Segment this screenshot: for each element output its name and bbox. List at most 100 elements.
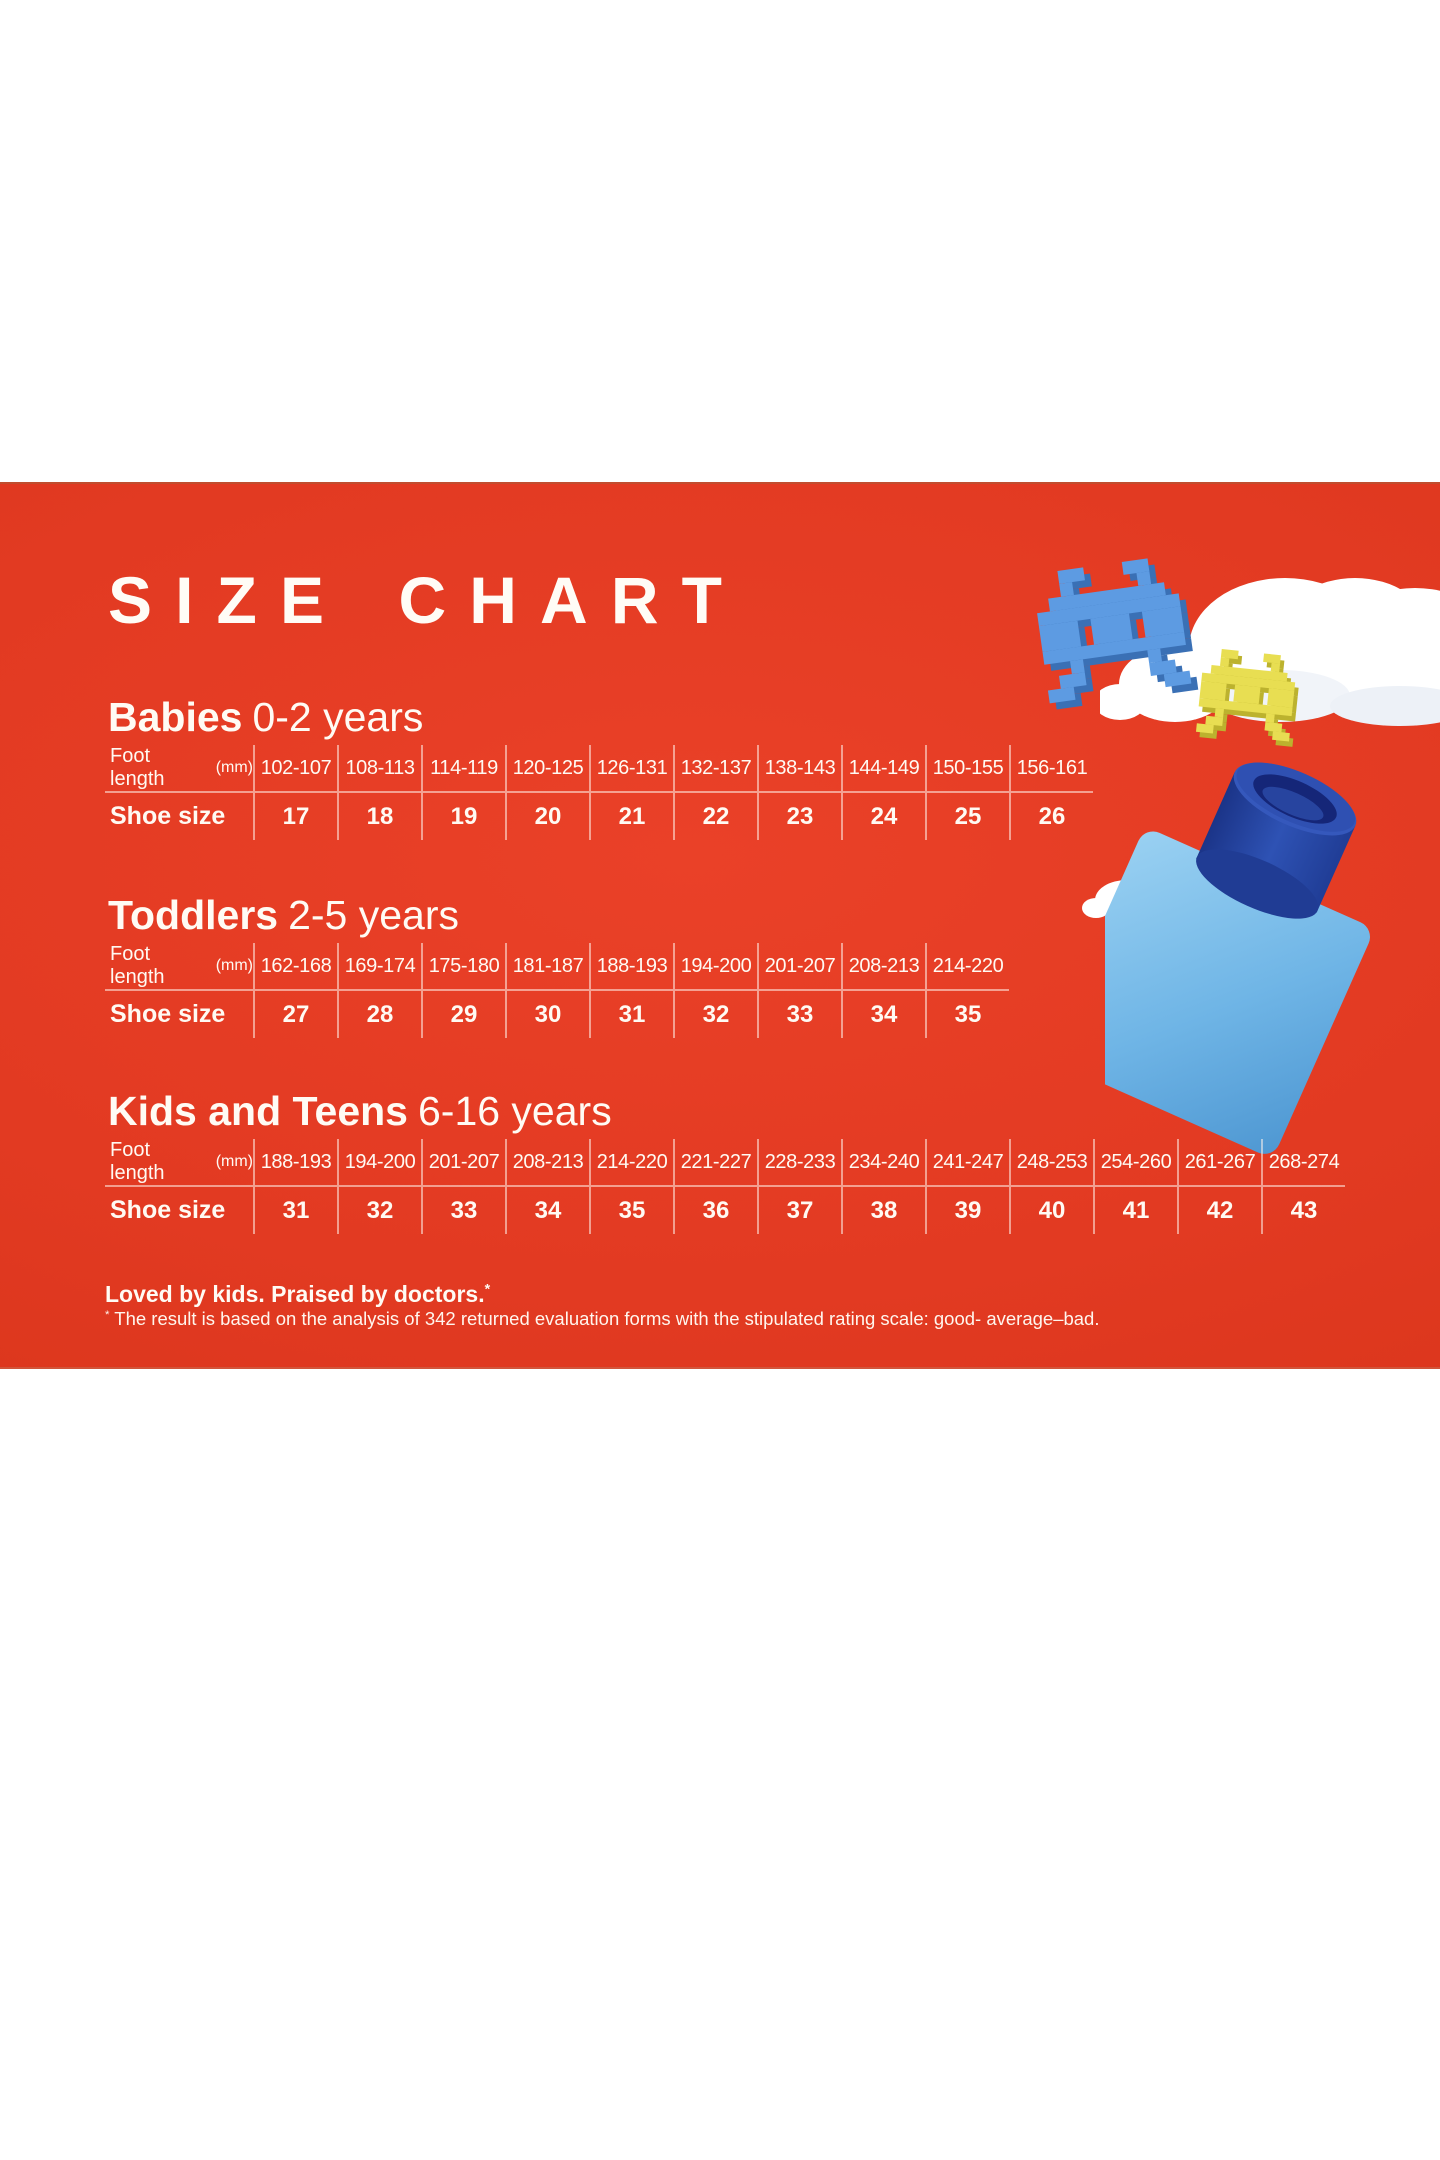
shoe-size-label: Shoe size	[110, 1196, 226, 1224]
shoe-size-cell: 34	[505, 1187, 589, 1234]
shoe-size-cell: 18	[337, 793, 421, 840]
section-heading: Kids and Teens 6-16 years	[108, 1088, 612, 1134]
foot-length-label: Foot length (mm)	[105, 745, 253, 793]
section-heading: Babies 0-2 years	[108, 694, 424, 740]
foot-length-cell: 234-240	[841, 1139, 925, 1187]
foot-length-cell: 102-107	[253, 745, 337, 793]
shoe-size-cell: 25	[925, 793, 1009, 840]
shoe-size-cell: 43	[1261, 1187, 1345, 1234]
size-table: Foot length (mm) 102-107 108-113 114-119 120-…	[105, 745, 1093, 840]
footnote-asterisk: *	[484, 1281, 491, 1298]
foot-length-label: Foot length (mm)	[105, 943, 253, 991]
shoe-size-cell: 39	[925, 1187, 1009, 1234]
foot-length-cell: 132-137	[673, 745, 757, 793]
foot-length-unit: (mm)	[215, 957, 253, 974]
foot-length-cell: 248-253	[1009, 1139, 1093, 1187]
section-heading-bold: Babies	[108, 694, 243, 740]
footer-note-text: The result is based on the analysis of 3…	[114, 1308, 1100, 1329]
foot-length-cell: 201-207	[757, 943, 841, 991]
duplo-brick-icon	[1105, 762, 1371, 1154]
foot-length-cell: 175-180	[421, 943, 505, 991]
shoe-size-cell: 37	[757, 1187, 841, 1234]
footer-note: * The result is based on the analysis of…	[105, 1308, 1100, 1330]
shoe-size-cell: 32	[673, 991, 757, 1038]
foot-length-cell: 114-119	[421, 745, 505, 793]
section-heading-bold: Toddlers	[108, 892, 279, 938]
shoe-size-cell: 32	[337, 1187, 421, 1234]
foot-length-cell: 201-207	[421, 1139, 505, 1187]
shoe-size-cell: 36	[673, 1187, 757, 1234]
section-heading-age-range: 0-2 years	[252, 694, 424, 740]
shoe-size-cell: 33	[757, 991, 841, 1038]
footer-claim-text: Loved by kids. Praised by doctors.	[105, 1281, 485, 1307]
foot-length-cell: 208-213	[841, 943, 925, 991]
shoe-size-cell: 19	[421, 793, 505, 840]
shoe-size-cell: 38	[841, 1187, 925, 1234]
shoe-size-cell: 22	[673, 793, 757, 840]
foot-length-cell: 156-161	[1009, 745, 1093, 793]
section-heading-age-range: 6-16 years	[417, 1088, 612, 1134]
foot-length-row: Foot length (mm) 102-107 108-113 114-119 120-…	[105, 745, 1093, 793]
red-banner: SIZE CHART Babies 0-2 years Foot length (mm…	[0, 482, 1440, 1369]
shoe-size-row: Shoe size 27 28 29 30 31 32 33 34 35	[105, 991, 1009, 1038]
shoe-size-label: Shoe size	[110, 802, 226, 830]
shoe-size-cell: 31	[253, 1187, 337, 1234]
foot-length-label-text: Foot length	[110, 1139, 165, 1184]
shoe-size-cell: 27	[253, 991, 337, 1038]
foot-length-cell: 194-200	[673, 943, 757, 991]
foot-length-cell: 181-187	[505, 943, 589, 991]
shoe-size-cell: 31	[589, 991, 673, 1038]
shoe-size-cell: 21	[589, 793, 673, 840]
page-title: SIZE CHART	[108, 563, 745, 637]
size-table: Foot length (mm) 188-193 194-200 201-207 208-…	[105, 1139, 1345, 1234]
foot-length-unit: (mm)	[215, 1153, 253, 1170]
section-heading: Toddlers 2-5 years	[108, 892, 460, 938]
shoe-size-cell: 24	[841, 793, 925, 840]
foot-length-label: Foot length (mm)	[105, 1139, 253, 1187]
foot-length-cell: 188-193	[253, 1139, 337, 1187]
foot-length-cell: 126-131	[589, 745, 673, 793]
shoe-size-cell: 28	[337, 991, 421, 1038]
cloud-icon	[1100, 578, 1440, 726]
foot-length-cell: 254-260	[1093, 1139, 1177, 1187]
foot-length-label-text: Foot length	[110, 943, 165, 988]
foot-length-row: Foot length (mm) 188-193 194-200 201-207 208-…	[105, 1139, 1345, 1187]
shoe-size-cell: 30	[505, 991, 589, 1038]
shoe-size-cell: 34	[841, 991, 925, 1038]
shoe-size-cell: 42	[1177, 1187, 1261, 1234]
shoe-size-cell: 35	[925, 991, 1009, 1038]
foot-length-unit: (mm)	[215, 759, 253, 776]
foot-length-cell: 194-200	[337, 1139, 421, 1187]
foot-length-cell: 169-174	[337, 943, 421, 991]
foot-length-cell: 120-125	[505, 745, 589, 793]
shoe-size-label: Shoe size	[110, 1000, 226, 1028]
shoe-size-cell: 17	[253, 793, 337, 840]
foot-length-row: Foot length (mm) 162-168 169-174 175-180 181-…	[105, 943, 1009, 991]
shoe-size-cell: 20	[505, 793, 589, 840]
foot-length-cell: 108-113	[337, 745, 421, 793]
foot-length-cell: 208-213	[505, 1139, 589, 1187]
shoe-size-cell: 35	[589, 1187, 673, 1234]
foot-length-cell: 241-247	[925, 1139, 1009, 1187]
foot-length-label-text: Foot length	[110, 745, 165, 790]
shoe-size-cell: 23	[757, 793, 841, 840]
shoe-size-cell: 40	[1009, 1187, 1093, 1234]
section-heading-bold: Kids and Teens	[108, 1088, 408, 1134]
shoe-size-cell: 41	[1093, 1187, 1177, 1234]
foot-length-cell: 221-227	[673, 1139, 757, 1187]
foot-length-cell: 261-267	[1177, 1139, 1261, 1187]
foot-length-cell: 162-168	[253, 943, 337, 991]
footer-claim: Loved by kids. Praised by doctors.*	[105, 1281, 490, 1308]
foot-length-cell: 138-143	[757, 745, 841, 793]
foot-length-cell: 268-274	[1261, 1139, 1345, 1187]
shoe-size-cell: 26	[1009, 793, 1093, 840]
foot-length-cell: 214-220	[925, 943, 1009, 991]
footnote-asterisk: *	[105, 1308, 110, 1321]
section-heading-age-range: 2-5 years	[288, 892, 460, 938]
foot-length-cell: 188-193	[589, 943, 673, 991]
foot-length-cell: 144-149	[841, 745, 925, 793]
toy-piece-yellow-icon	[1195, 649, 1299, 747]
small-cloud-icon	[1082, 861, 1297, 930]
foot-length-cell: 228-233	[757, 1139, 841, 1187]
